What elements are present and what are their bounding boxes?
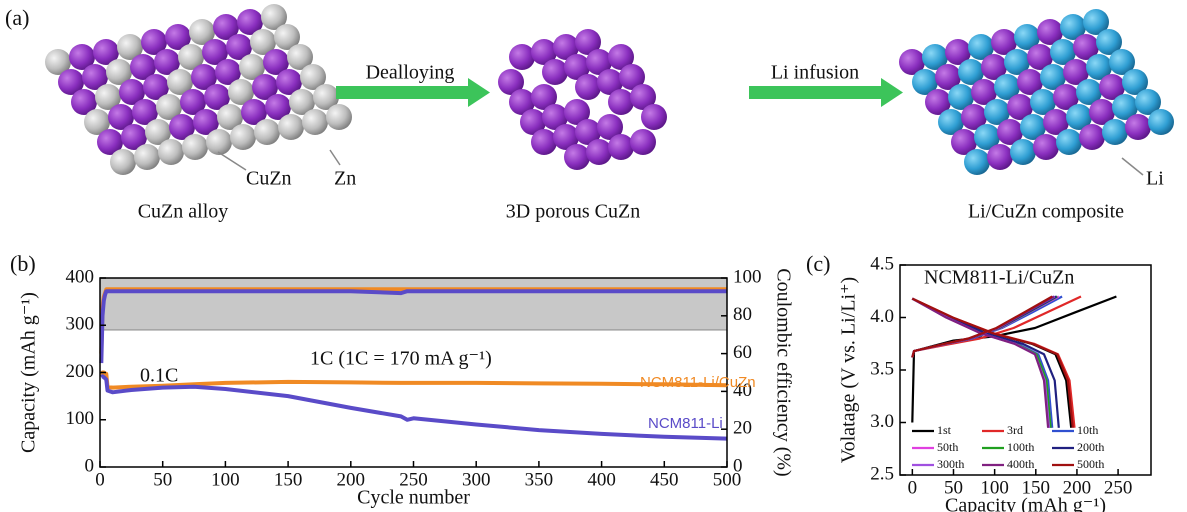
sphere — [158, 139, 184, 165]
x-tick-label: 0 — [95, 469, 105, 490]
panel-label: (b) — [10, 251, 36, 276]
panel-label: (c) — [806, 251, 830, 276]
annotation: 0.1C — [140, 365, 178, 387]
sphere — [608, 89, 634, 115]
sphere — [630, 129, 656, 155]
panel-label: (a) — [5, 5, 29, 30]
sphere — [575, 74, 601, 100]
pointer-label: Li — [1146, 168, 1164, 190]
x-tick-label: 250 — [1104, 477, 1133, 498]
sphere — [1033, 134, 1059, 160]
sphere — [254, 119, 280, 145]
series-line — [912, 297, 1057, 428]
shaded-range — [100, 278, 727, 330]
sphere — [134, 144, 160, 170]
y-tick-label: 400 — [66, 266, 95, 287]
series-label: NCM811-Li — [648, 415, 723, 432]
legend-label: 10th — [1077, 423, 1098, 437]
sphere-layer — [45, 4, 1174, 175]
sphere — [326, 104, 352, 130]
step-label: Dealloying — [366, 62, 455, 84]
caption: Li/CuZn composite — [968, 201, 1124, 223]
legend-label: 400th — [1007, 457, 1034, 471]
y2-tick-label: 20 — [733, 418, 752, 439]
step-label: Li infusion — [771, 62, 859, 84]
series-line — [912, 297, 1054, 428]
y-tick-label: 4.0 — [870, 306, 894, 327]
sphere — [531, 129, 557, 155]
legend-label: 300th — [937, 457, 964, 471]
legend-label: 100th — [1007, 440, 1034, 454]
x-tick-label: 400 — [587, 469, 616, 490]
x-axis-label: Cycle number — [357, 487, 470, 509]
x-tick-label: 150 — [274, 469, 303, 490]
sphere — [542, 59, 568, 85]
y-tick-label: 0 — [85, 455, 95, 476]
x-axis-label: Capacity (mAh g⁻¹) — [945, 495, 1106, 512]
x-tick-label: 350 — [525, 469, 554, 490]
sphere — [509, 44, 535, 70]
sphere — [230, 124, 256, 150]
y2-axis-label: Coulombic efficiency (%) — [772, 268, 794, 476]
y-tick-label: 3.5 — [870, 358, 894, 379]
sphere — [987, 144, 1013, 170]
sphere — [278, 114, 304, 140]
x-tick-label: 50 — [153, 469, 172, 490]
legend-label: 3rd — [1007, 423, 1023, 437]
sphere — [586, 139, 612, 165]
sphere — [1079, 124, 1105, 150]
figure: (a) (b) (c) Dealloying Li infusion CuZn … — [0, 0, 1187, 512]
y2-tick-label: 60 — [733, 342, 752, 363]
sphere — [110, 149, 136, 175]
y-axis-label: Capacity (mAh g⁻¹) — [18, 292, 40, 453]
sphere — [608, 134, 634, 160]
y2-tick-label: 0 — [733, 455, 743, 476]
series-line — [912, 297, 1054, 428]
sphere — [1056, 129, 1082, 155]
legend-label: 1st — [937, 423, 952, 437]
sphere — [1125, 114, 1151, 140]
sphere — [1148, 109, 1174, 135]
caption: CuZn alloy — [138, 201, 229, 223]
series-line — [912, 297, 1081, 428]
y-tick-label: 300 — [66, 314, 95, 335]
y-tick-label: 4.5 — [870, 253, 894, 274]
y2-tick-label: 80 — [733, 304, 752, 325]
y2-tick-label: 100 — [733, 266, 762, 287]
y-tick-label: 2.5 — [870, 463, 894, 484]
annotation: 1C (1C = 170 mA g⁻¹) — [310, 348, 492, 370]
legend-label: 200th — [1077, 440, 1104, 454]
x-tick-label: 100 — [211, 469, 240, 490]
pointer-label: CuZn — [246, 168, 292, 190]
sphere — [641, 104, 667, 130]
y-axis-label: Volatage (V vs. Li/Li⁺) — [838, 277, 860, 463]
sphere — [964, 149, 990, 175]
sphere — [1102, 119, 1128, 145]
caption: 3D porous CuZn — [506, 201, 640, 223]
series-label: NCM811-Li/CuZn — [640, 374, 756, 391]
sphere — [182, 134, 208, 160]
sphere — [206, 129, 232, 155]
y-tick-label: 200 — [66, 361, 95, 382]
legend-label: 50th — [937, 440, 958, 454]
x-tick-label: 450 — [650, 469, 679, 490]
chart-title: NCM811-Li/CuZn — [924, 267, 1074, 289]
sphere — [564, 144, 590, 170]
legend-label: 500th — [1077, 457, 1104, 471]
y-tick-label: 100 — [66, 408, 95, 429]
sphere — [1010, 139, 1036, 165]
y-tick-label: 3.0 — [870, 411, 894, 432]
pointer-label: Zn — [334, 168, 356, 190]
x-tick-label: 0 — [908, 477, 918, 498]
sphere — [302, 109, 328, 135]
